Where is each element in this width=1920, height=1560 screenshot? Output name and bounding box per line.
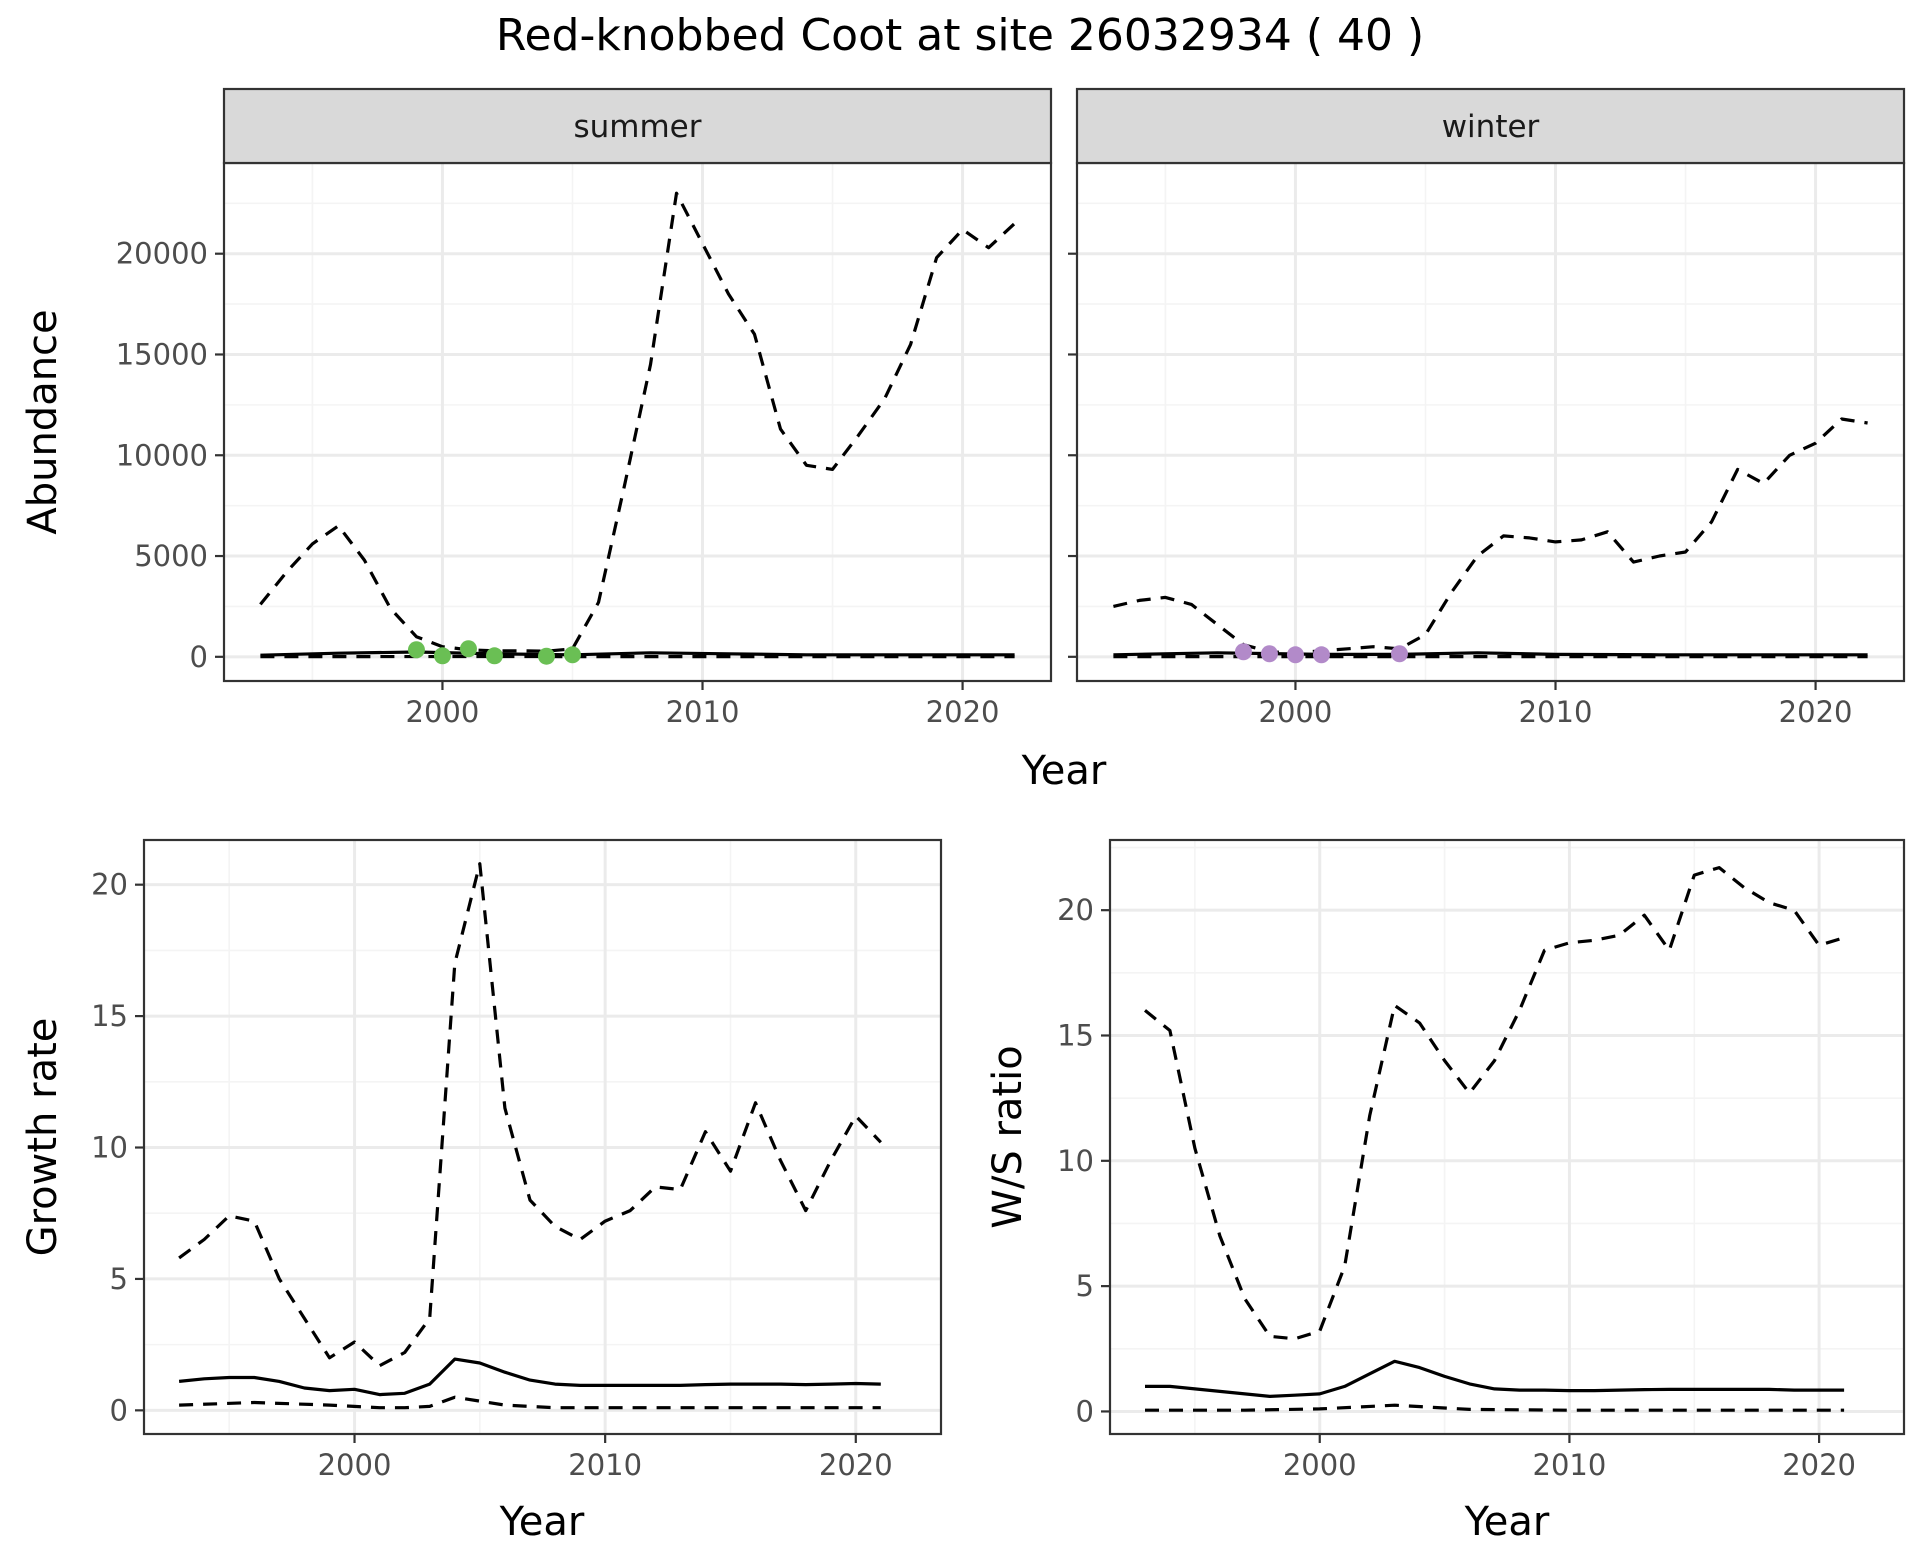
series-line-median bbox=[1113, 651, 1868, 657]
series-line-upper bbox=[259, 191, 1016, 653]
x-axis-title: Year bbox=[1464, 1499, 1550, 1545]
panel-border bbox=[222, 161, 1053, 683]
x-tick-label: 2010 bbox=[666, 695, 740, 729]
x-tick-label: 2000 bbox=[318, 1448, 392, 1482]
series-line-median bbox=[178, 1357, 881, 1397]
data-point bbox=[1390, 645, 1408, 663]
y-tick-label: 15 bbox=[91, 999, 128, 1033]
series-line-median bbox=[260, 650, 1015, 657]
facet-strip bbox=[222, 87, 1053, 165]
data-point bbox=[485, 647, 503, 665]
data-point bbox=[1234, 643, 1252, 661]
data-point bbox=[563, 646, 581, 664]
y-axis-title: Abundance bbox=[20, 309, 66, 534]
x-tick-label: 2010 bbox=[568, 1448, 642, 1482]
chart-title: Red-knobbed Coot at site 26032934 ( 40 ) bbox=[496, 10, 1424, 61]
series-line-lower bbox=[1145, 1403, 1845, 1412]
y-tick-label: 0 bbox=[190, 640, 208, 674]
x-axis-title: Year bbox=[499, 1499, 585, 1545]
facet-label: summer bbox=[573, 109, 701, 145]
panel-border bbox=[1108, 838, 1906, 1436]
x-tick-label: 2020 bbox=[1782, 1448, 1856, 1482]
y-tick-label: 5000 bbox=[134, 539, 208, 573]
y-tick-label: 20 bbox=[1057, 893, 1094, 927]
panel-border bbox=[1075, 161, 1906, 683]
data-point bbox=[1312, 646, 1330, 664]
x-tick-label: 2020 bbox=[1779, 695, 1853, 729]
x-tick-label: 2000 bbox=[406, 695, 480, 729]
panel-border bbox=[142, 838, 943, 1436]
series-line-upper bbox=[1143, 865, 1845, 1341]
series-line-lower bbox=[179, 1395, 881, 1410]
y-tick-label: 5 bbox=[1076, 1269, 1094, 1303]
panel-ws-ratio: 2000 2010 2020 0 5 10 15 20 Year W/S ratio bbox=[985, 838, 1906, 1545]
series-line-upper bbox=[1113, 417, 1868, 655]
x-tick-label: 2020 bbox=[926, 695, 1000, 729]
data-point bbox=[433, 647, 451, 665]
x-axis-title: Year bbox=[1021, 748, 1107, 794]
x-tick-label: 2000 bbox=[1259, 695, 1333, 729]
y-tick-label: 0 bbox=[1076, 1394, 1094, 1428]
x-tick-label: 2000 bbox=[1283, 1448, 1357, 1482]
data-point bbox=[1286, 646, 1304, 664]
y-tick-label: 10000 bbox=[116, 438, 208, 472]
data-point bbox=[459, 640, 477, 658]
series-line-upper bbox=[178, 862, 882, 1368]
x-tick-label: 2020 bbox=[819, 1448, 893, 1482]
facet-strip bbox=[1075, 87, 1906, 165]
data-point bbox=[1260, 645, 1278, 663]
y-axis-title: Growth rate bbox=[20, 1018, 66, 1257]
y-tick-label: 15000 bbox=[116, 337, 208, 371]
y-tick-label: 0 bbox=[110, 1393, 128, 1427]
y-axis-title: W/S ratio bbox=[985, 1045, 1031, 1228]
series-line-median bbox=[1145, 1359, 1845, 1399]
data-point bbox=[407, 641, 425, 659]
panel-abundance-winter: winter 2000 2010 2020 bbox=[1068, 87, 1906, 729]
x-tick-label: 2010 bbox=[1519, 695, 1593, 729]
data-point bbox=[537, 647, 555, 665]
x-tick-label: 2010 bbox=[1533, 1448, 1607, 1482]
y-tick-label: 5 bbox=[110, 1262, 128, 1296]
y-tick-label: 20000 bbox=[116, 237, 208, 271]
y-tick-label: 20 bbox=[91, 868, 128, 902]
panel-abundance-summer: summer 2000 2010 2020 0 5000 10000 15000 20000 bbox=[116, 87, 1053, 729]
y-tick-label: 10 bbox=[91, 1131, 128, 1165]
y-tick-label: 15 bbox=[1057, 1018, 1094, 1052]
panel-growth-rate: 2000 2010 2020 0 5 10 15 20 Year Growth rate bbox=[20, 838, 943, 1545]
y-tick-label: 10 bbox=[1057, 1144, 1094, 1178]
facet-label: winter bbox=[1442, 109, 1540, 145]
